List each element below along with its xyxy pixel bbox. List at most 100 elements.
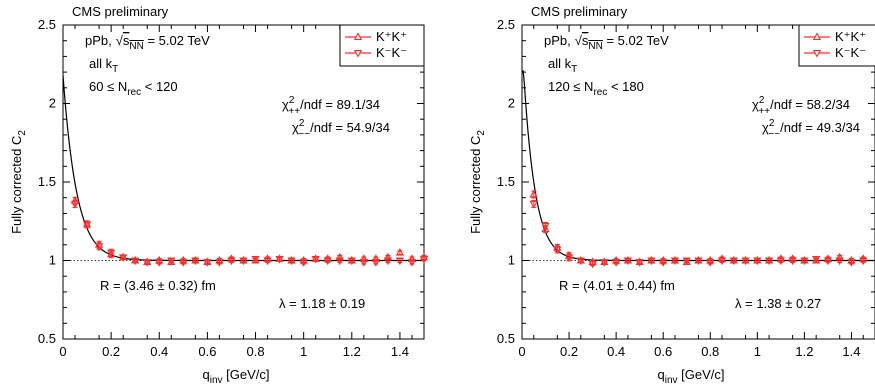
y-tick-label: 0.5 [497, 331, 515, 346]
data-point-kminus [94, 243, 104, 252]
chi-sub: ++ [288, 106, 300, 117]
data-point-kminus [612, 259, 621, 267]
y-tick-label: 1.5 [497, 174, 515, 189]
data-point-kminus [788, 257, 797, 266]
x-tick-label: 0.8 [701, 344, 719, 359]
data-point-kminus [311, 255, 320, 264]
data-point-kminus [299, 259, 308, 267]
y-tick-label: 2 [49, 96, 56, 111]
data-point-kminus [753, 257, 762, 266]
data-point-kminus [359, 259, 368, 267]
xlabel-base: q [203, 367, 210, 382]
data-point-kminus [119, 254, 128, 263]
legend: K⁺K⁺K⁻K⁻ [798, 24, 875, 67]
x-tick-label: 0.4 [150, 344, 168, 359]
xlabel-tail: [GeV/c] [678, 367, 725, 382]
chi2-plus-label: χ2 ++/ndf = 58.2/34 [752, 95, 850, 117]
data-point-kminus [576, 257, 585, 266]
data-point-kminus [541, 223, 550, 231]
chi-sub: −− [298, 129, 310, 140]
y-axis-label: Fully corrected C2 [468, 130, 487, 234]
data-point-kminus [682, 257, 691, 266]
radius-label: R = (4.01 ± 0.44) fm [559, 278, 675, 293]
chi-sup: 2 [759, 95, 765, 106]
data-point-kminus [776, 257, 785, 266]
xlabel-tail: [GeV/c] [223, 367, 270, 382]
data-point-kplus [395, 247, 405, 256]
sqrt-symbol: √ [575, 33, 583, 48]
energy-label: pPb, √sNN = 5.02 TeV [85, 33, 210, 52]
chi-tail: /ndf = 89.1/34 [300, 97, 380, 112]
y-tick-label: 2.5 [497, 17, 515, 32]
y-tick-label: 2 [508, 96, 515, 111]
chi-tail: /ndf = 49.3/34 [780, 120, 860, 135]
data-point-kminus [800, 257, 809, 266]
radius-label: R = (3.46 ± 0.32) fm [100, 278, 216, 293]
data-point-kminus [600, 259, 609, 267]
data-point-kminus [275, 255, 284, 264]
y-tick-label: 1 [508, 253, 515, 268]
data-point-kminus [553, 246, 562, 255]
cms-label: CMS preliminary [72, 4, 169, 19]
legend-label: K⁻K⁻ [835, 45, 866, 60]
legend: K⁺K⁺K⁻K⁻ [339, 24, 425, 67]
x-tick-label: 0.2 [102, 344, 120, 359]
chi-symbol: χ [282, 97, 289, 112]
y-tick-label: 0.5 [38, 331, 56, 346]
chi2-plus-label: χ2 ++/ndf = 89.1/34 [282, 95, 380, 117]
xlabel-base: q [658, 367, 665, 382]
data-point-kminus [623, 257, 633, 266]
chi-tail: /ndf = 54.9/34 [310, 120, 390, 135]
x-tick-label: 1.2 [795, 344, 813, 359]
legend-marker [353, 50, 363, 58]
data-point-kminus [347, 257, 356, 266]
data-point-kminus [588, 260, 597, 269]
kt-subscript: T [571, 64, 577, 75]
centrality-post: < 180 [607, 79, 644, 94]
data-point-kminus [107, 249, 116, 258]
data-point-kminus [215, 259, 224, 267]
data-point-kminus [70, 201, 80, 209]
chi-sub: −− [768, 129, 780, 140]
chi-sup: 2 [299, 118, 305, 129]
data-point-kminus [647, 257, 656, 266]
legend-marker [812, 32, 822, 40]
data-point-kminus [227, 257, 236, 266]
s-symbol: s [123, 33, 130, 48]
data-point-kminus [741, 257, 750, 266]
kt-label: all k [89, 56, 113, 71]
data-point-kminus [335, 257, 344, 266]
data-point-kminus [706, 259, 715, 267]
data-point-kminus [143, 259, 152, 267]
xlabel-sub: inv [210, 375, 223, 386]
data-point-kminus [847, 259, 856, 267]
x-tick-label: 1.4 [842, 344, 860, 359]
chi-symbol: χ [762, 120, 769, 135]
x-tick-label: 0.6 [654, 344, 672, 359]
legend-marker [353, 32, 363, 40]
chi2-minus-label: χ2 −−/ndf = 54.9/34 [292, 118, 390, 140]
data-point-kminus [729, 257, 738, 266]
kt-label: all kT [548, 56, 577, 75]
centrality-label: 120 ≤ Nrec < 180 [548, 79, 644, 98]
legend-label: K⁺K⁺ [835, 29, 866, 44]
system-label: pPb, [85, 33, 112, 48]
data-point-kminus [203, 259, 212, 267]
data-point-kminus [167, 257, 176, 266]
data-point-kminus [82, 221, 92, 230]
y-tick-label: 1.5 [38, 174, 56, 189]
kt-label: all kT [89, 56, 118, 75]
data-point-kminus [323, 257, 332, 266]
x-tick-label: 1.2 [343, 344, 361, 359]
data-point-kminus [263, 257, 272, 266]
legend-label: K⁺K⁺ [376, 29, 407, 44]
cms-label: CMS preliminary [531, 4, 628, 19]
data-point-kminus [131, 257, 140, 266]
data-point-kminus [859, 257, 868, 266]
data-point-kminus [419, 255, 429, 264]
data-point-kplus [541, 224, 550, 233]
data-point-kminus [694, 257, 703, 266]
chi-symbol: χ [292, 120, 299, 135]
x-tick-label: 0.2 [560, 344, 578, 359]
